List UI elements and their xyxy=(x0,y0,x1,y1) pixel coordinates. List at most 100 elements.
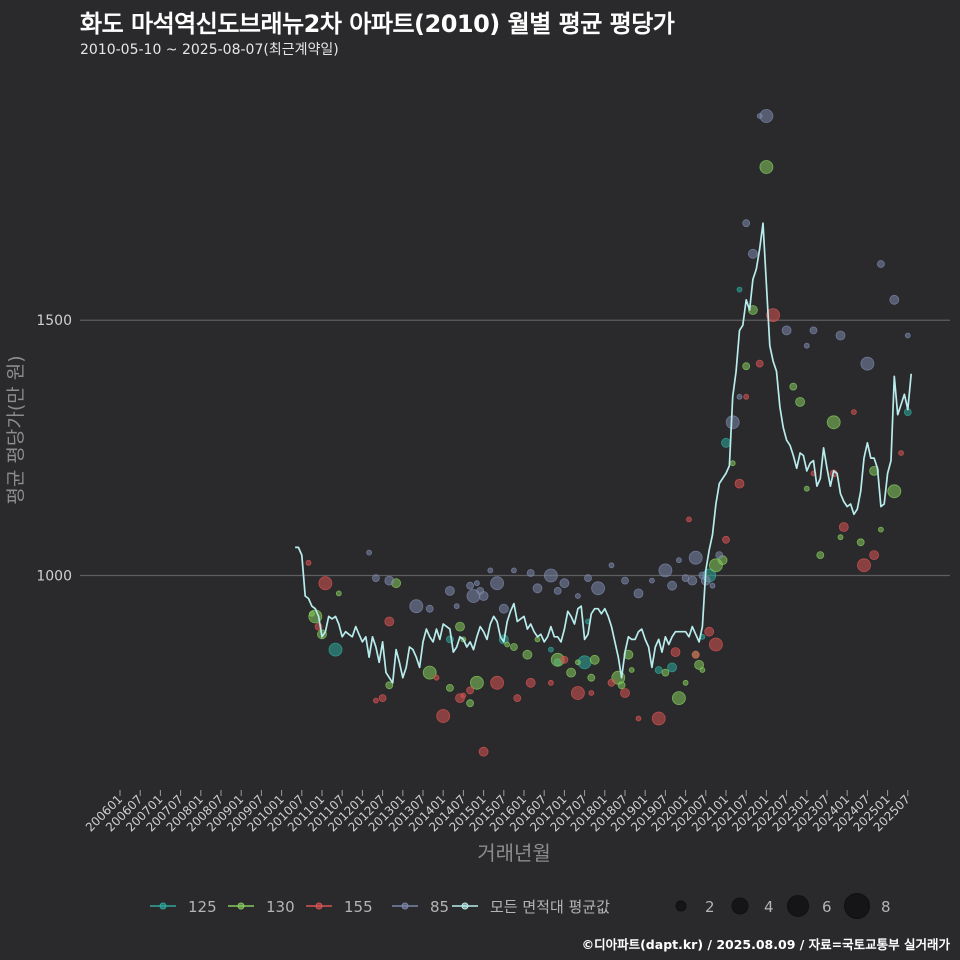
point-series-155 xyxy=(525,677,536,688)
point-series-155 xyxy=(607,678,616,687)
point-series-155 xyxy=(709,637,723,652)
legend-key-dot xyxy=(159,902,167,910)
y-axis-ticks: 1000 1500 xyxy=(36,313,72,584)
point-series-130 xyxy=(672,691,686,705)
point-series-85 xyxy=(444,586,455,596)
point-series-155 xyxy=(635,715,642,722)
size-legend-circle xyxy=(787,895,809,917)
point-series-155 xyxy=(651,711,666,726)
point-series-155 xyxy=(378,694,387,702)
point-series-85 xyxy=(553,587,562,595)
data-points xyxy=(305,109,912,757)
point-series-130 xyxy=(510,643,518,651)
point-series-130 xyxy=(628,667,635,673)
point-series-130 xyxy=(742,362,751,371)
point-series-130 xyxy=(335,590,342,597)
point-series-85 xyxy=(584,574,592,582)
point-series-130 xyxy=(589,654,600,665)
point-series-85 xyxy=(478,591,489,601)
point-series-125 xyxy=(667,662,677,673)
point-series-155 xyxy=(305,559,312,566)
point-series-155 xyxy=(548,679,554,686)
average-line-group xyxy=(295,222,913,684)
y-tick-label: 1500 xyxy=(36,313,72,329)
point-series-130 xyxy=(661,668,670,677)
legend: 125 130 155 85 모든 면적대 평균값 2 4 6 8 xyxy=(150,893,891,919)
point-series-155 xyxy=(691,650,700,659)
point-series-85 xyxy=(803,342,810,349)
point-series-130 xyxy=(466,699,475,708)
point-series-85 xyxy=(487,567,494,574)
point-series-130 xyxy=(837,534,844,541)
point-series-85 xyxy=(688,550,703,565)
point-series-155 xyxy=(704,626,715,637)
point-series-85 xyxy=(591,581,605,596)
point-series-85 xyxy=(687,575,698,586)
point-series-85 xyxy=(781,325,792,336)
size-legend-circle xyxy=(675,900,687,912)
point-series-85 xyxy=(742,219,751,228)
point-series-155 xyxy=(743,393,750,400)
point-series-155 xyxy=(560,655,569,664)
point-series-85 xyxy=(425,604,434,613)
point-series-130 xyxy=(504,641,511,648)
legend-label: 125 xyxy=(188,898,217,916)
point-series-85 xyxy=(532,583,543,594)
point-series-155 xyxy=(838,522,849,532)
chart-title: 화도 마석역신도브래뉴2차 아파트(2010) 월별 평균 평당가 xyxy=(80,10,675,38)
point-series-130 xyxy=(575,659,581,666)
point-series-155 xyxy=(318,576,333,591)
point-series-155 xyxy=(766,308,780,323)
point-series-155 xyxy=(460,692,467,699)
point-series-85 xyxy=(384,575,395,586)
point-series-125 xyxy=(721,437,731,448)
x-axis-ticks: 2006012006072007012007072008012008072009… xyxy=(83,790,913,835)
point-series-155 xyxy=(734,478,745,489)
point-series-85 xyxy=(409,599,424,614)
point-series-85 xyxy=(559,578,570,589)
point-series-85 xyxy=(748,248,758,259)
size-legend-label: 4 xyxy=(764,898,774,916)
point-series-85 xyxy=(725,415,740,430)
point-series-85 xyxy=(676,557,682,564)
point-series-85 xyxy=(667,580,677,591)
point-series-85 xyxy=(889,294,900,305)
point-series-85 xyxy=(809,326,818,335)
point-series-85 xyxy=(453,603,460,610)
point-series-130 xyxy=(856,538,865,547)
point-series-130 xyxy=(729,460,736,467)
point-series-130 xyxy=(522,649,533,660)
point-series-130 xyxy=(869,465,879,476)
point-series-130 xyxy=(534,636,541,643)
point-series-130 xyxy=(759,160,774,174)
point-series-155 xyxy=(478,746,489,757)
point-series-85 xyxy=(649,577,655,584)
caption: ©디아파트(dapt.kr) / 2025.08.09 / 자료=국토교통부 실… xyxy=(581,937,950,952)
point-series-130 xyxy=(445,684,454,692)
size-legend-circle xyxy=(731,897,749,915)
size-legend-label: 8 xyxy=(881,898,891,916)
point-series-155 xyxy=(755,359,764,368)
point-series-85 xyxy=(658,563,673,578)
point-series-130 xyxy=(826,415,841,430)
point-series-155 xyxy=(620,688,630,698)
legend-label: 85 xyxy=(430,898,449,916)
point-series-130 xyxy=(617,681,626,690)
point-series-85 xyxy=(621,576,629,585)
point-series-155 xyxy=(433,674,440,681)
point-series-155 xyxy=(588,690,595,696)
point-series-155 xyxy=(670,647,681,657)
point-series-130 xyxy=(682,679,689,686)
point-series-125 xyxy=(654,666,663,674)
point-series-130 xyxy=(887,484,902,499)
point-series-130 xyxy=(469,675,484,690)
size-legend-label: 6 xyxy=(822,898,832,916)
chart-subtitle: 2010-05-10 ~ 2025-08-07(최근계약일) xyxy=(80,42,339,58)
legend-label: 130 xyxy=(266,898,295,916)
point-series-130 xyxy=(587,673,596,682)
point-series-155 xyxy=(384,616,395,627)
point-series-155 xyxy=(372,697,379,704)
point-series-85 xyxy=(860,356,875,371)
point-series-130 xyxy=(566,667,576,678)
